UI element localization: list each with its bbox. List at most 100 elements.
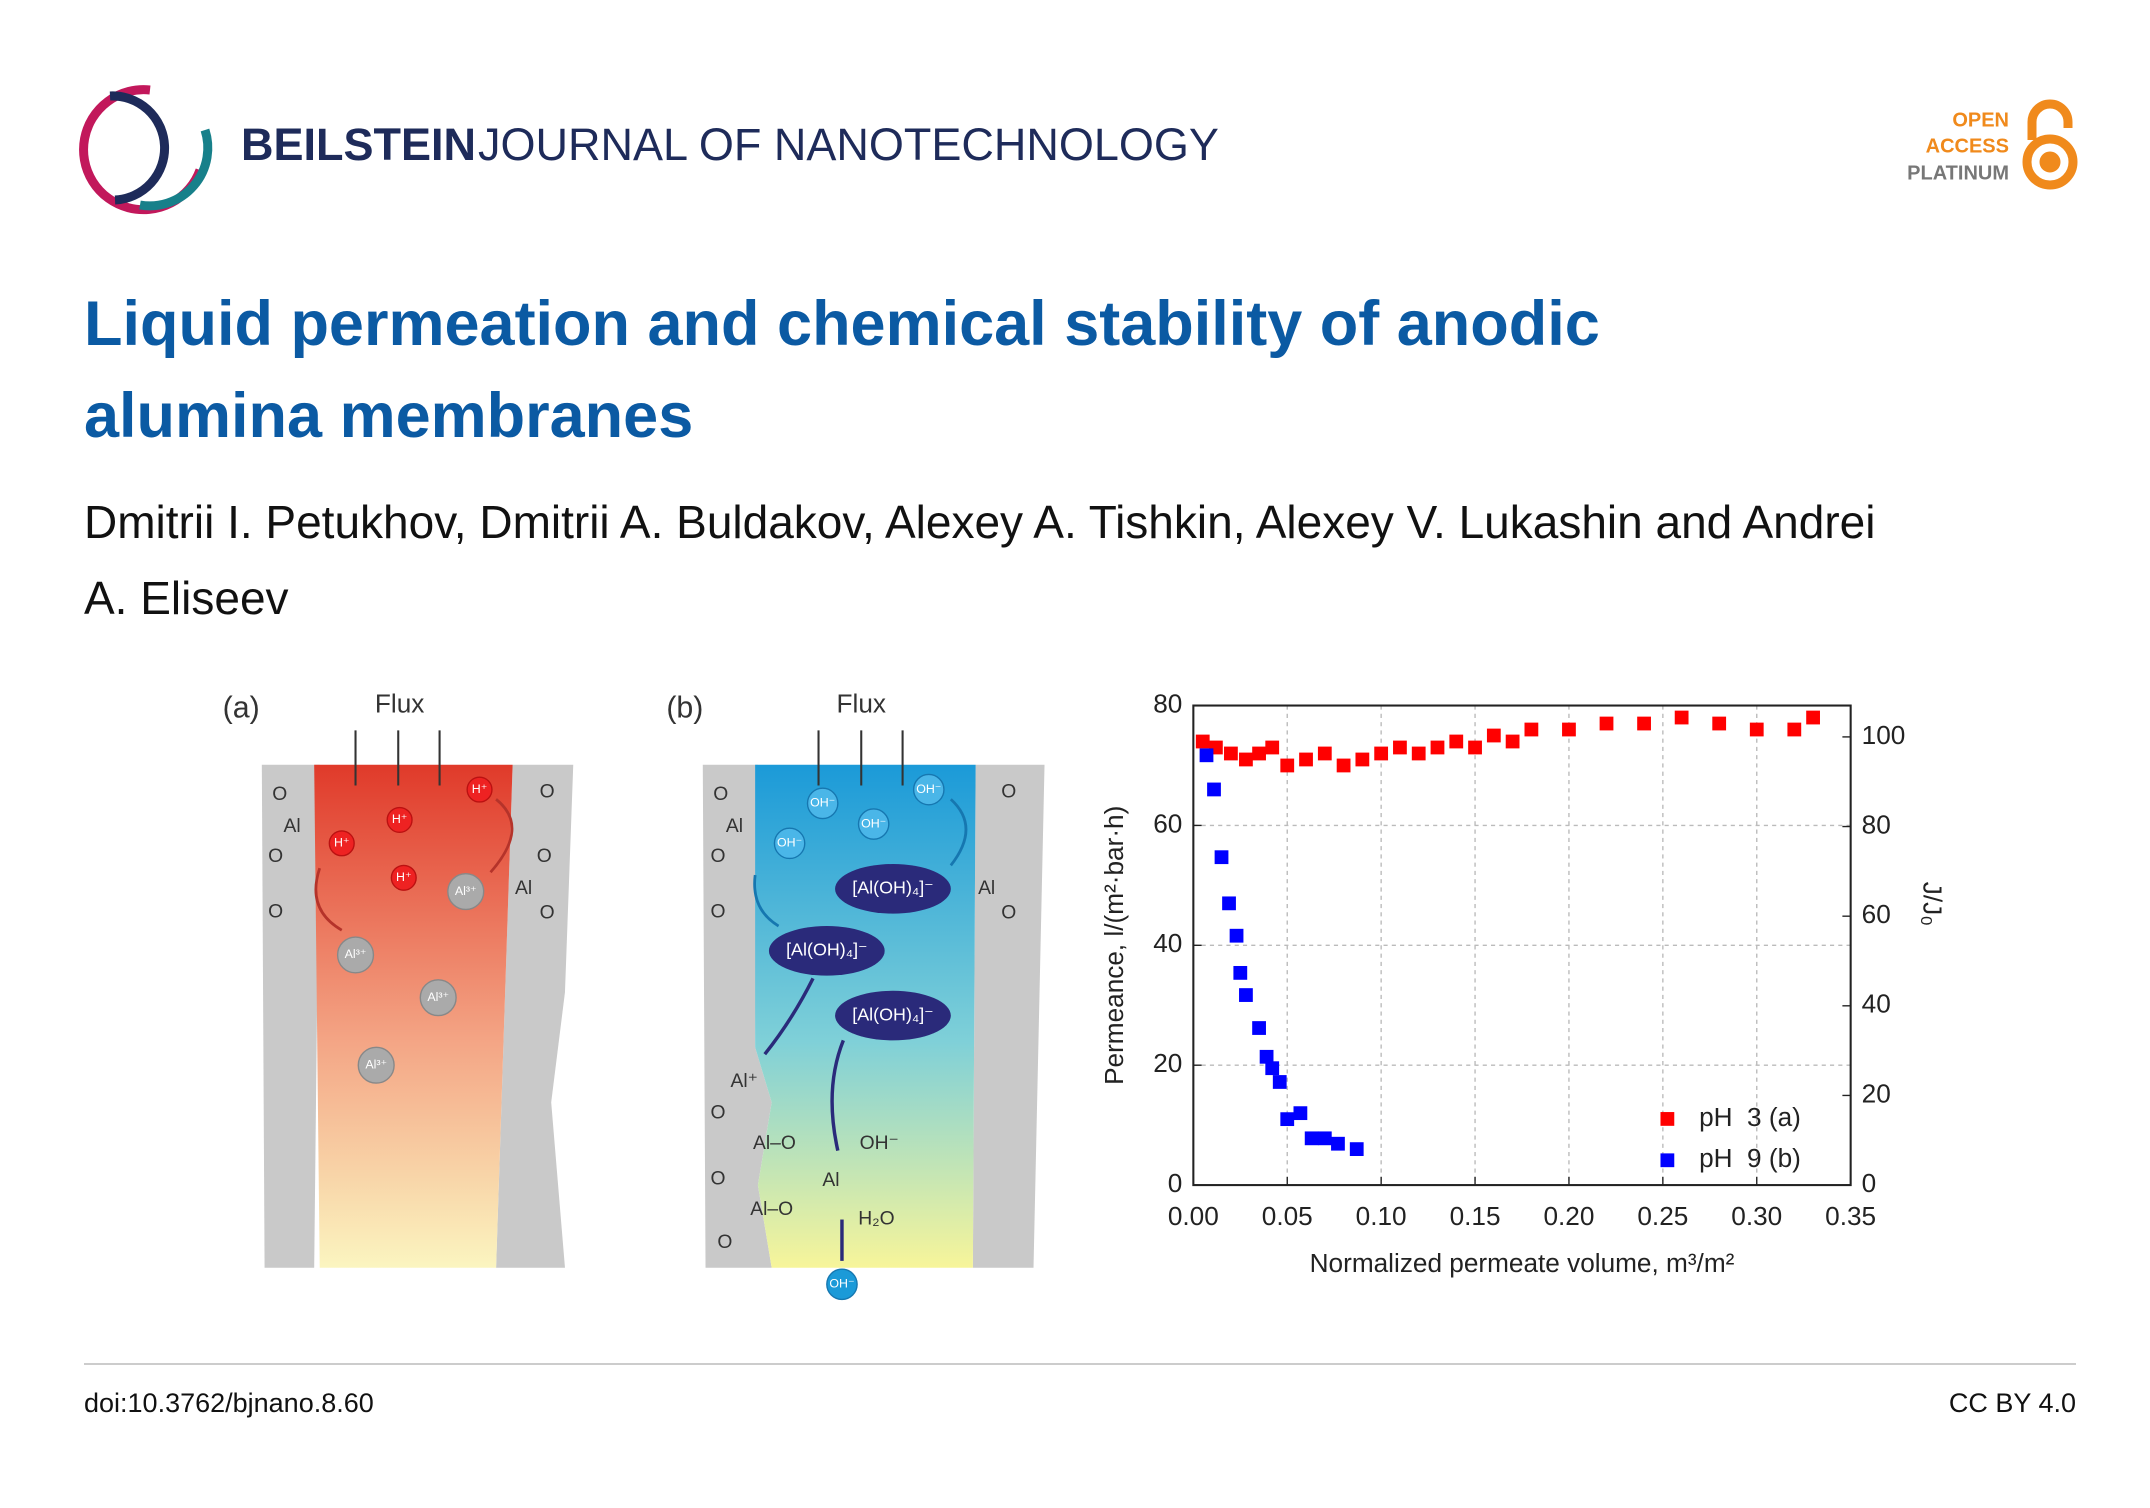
open-access-icon (2022, 99, 2078, 190)
ion: H⁺ (396, 870, 412, 884)
data-point (1712, 716, 1727, 731)
legend-swatch (1660, 1153, 1675, 1168)
badge-line: PLATINUM (1907, 162, 2009, 184)
ions: H⁺ H⁺ H⁺ H⁺ Al³⁺ Al³⁺ Al³⁺ Al³⁺ (334, 782, 487, 1072)
ion: Al³⁺ (455, 884, 477, 898)
atom: O (272, 784, 287, 805)
y2-tick-label: 20 (1862, 1078, 1891, 1108)
y2-tick-label: 60 (1862, 899, 1891, 929)
data-point (1259, 1049, 1274, 1064)
atom: O (537, 846, 552, 867)
complex: [Al(OH)₄]⁻ (852, 878, 933, 898)
plot-frame (1192, 704, 1852, 1187)
ion: Al³⁺ (427, 990, 449, 1004)
atom: O (710, 901, 725, 922)
ion: OH⁻ (829, 1277, 854, 1291)
data-point (1430, 740, 1445, 755)
atom: Al (726, 816, 743, 837)
atom: H₂O (858, 1209, 894, 1230)
data-point (1214, 850, 1229, 865)
data-point (1207, 782, 1221, 797)
complex: [Al(OH)₄]⁻ (852, 1004, 933, 1024)
data-point (1336, 758, 1351, 773)
atom: Al⁺ (730, 1071, 757, 1092)
panel-label: (a) (223, 692, 260, 725)
data-point (1355, 752, 1370, 767)
data-point (1239, 988, 1253, 1002)
atom: O (710, 1103, 725, 1124)
ion: H⁺ (472, 782, 488, 796)
y-axis-label: Permeance, l/(m²·bar·h) (1099, 806, 1129, 1085)
legend-swatch (1660, 1112, 1675, 1126)
data-point (1317, 1131, 1332, 1146)
x-tick-label: 0.20 (1543, 1201, 1594, 1231)
atom: O (540, 903, 555, 924)
data-point (1265, 1061, 1280, 1076)
atom: Al–O (753, 1133, 796, 1154)
data-point (1562, 722, 1576, 737)
data-point (1252, 746, 1266, 761)
data-point (1374, 746, 1389, 761)
atom: O (540, 781, 555, 802)
x-tick-label: 0.25 (1637, 1201, 1688, 1231)
y-tick-label: 80 (1153, 688, 1182, 718)
ion: H⁺ (392, 812, 408, 826)
atom: O (710, 1169, 725, 1190)
ion: Al³⁺ (345, 947, 367, 961)
ion: H⁺ (334, 836, 350, 850)
atom: O (268, 846, 283, 867)
ion: OH⁻ (861, 816, 886, 830)
atom: Al–O (750, 1199, 793, 1220)
y-tick-label: 0 (1168, 1168, 1183, 1198)
flux-label: Flux (837, 688, 886, 718)
y2-tick-label: 40 (1862, 989, 1891, 1019)
journal-name: JOURNAL OF NANOTECHNOLOGY (478, 119, 1219, 170)
complex: [Al(OH)₄]⁻ (786, 940, 867, 960)
data-point (1806, 710, 1820, 725)
x-tick-label: 0.30 (1731, 1201, 1782, 1231)
atom: O (717, 1232, 732, 1253)
atom: OH⁻ (860, 1133, 899, 1154)
y2-axis-label: J/J₀ (1918, 882, 1948, 926)
atom: Al (978, 878, 995, 899)
y2-tick-label: 80 (1862, 809, 1891, 839)
data-point (1317, 746, 1332, 761)
ion: Al³⁺ (365, 1057, 387, 1071)
data-point (1299, 752, 1313, 767)
x-tick-label: 0.10 (1356, 1201, 1407, 1231)
data-point (1787, 722, 1802, 737)
x-axis-label: Normalized permeate volume, m³/m² (1310, 1248, 1735, 1278)
surface-groups: O Al O O O O Al O (268, 781, 554, 923)
data-point (1486, 728, 1501, 743)
publisher: BEILSTEIN (241, 119, 476, 170)
data-point (1229, 928, 1244, 943)
badge-line: OPEN (1952, 109, 2009, 131)
y2-tick-label: 100 (1862, 720, 1906, 750)
atom: Al (284, 816, 301, 837)
authors: Dmitrii I. Petukhov, Dmitrii A. Buldakov… (84, 496, 1876, 624)
ion: OH⁻ (777, 836, 802, 850)
doi: doi:10.3762/bjnano.8.60 (84, 1388, 374, 1418)
data-point (1304, 1131, 1319, 1146)
atom: O (1001, 903, 1016, 924)
data-point (1222, 896, 1236, 911)
atom: O (268, 901, 283, 922)
data-point (1411, 746, 1426, 761)
x-tick-label: 0.35 (1825, 1201, 1876, 1231)
panel-label: (b) (666, 692, 703, 725)
data-point (1468, 740, 1482, 755)
data-point (1252, 1021, 1266, 1035)
ions: OH⁻ OH⁻ OH⁻ OH⁻ OH⁻ [Al(OH)₄]⁻ [Al(OH)₄]… (777, 782, 941, 1291)
legend-label: pH 3 (a) (1699, 1102, 1801, 1132)
atom: O (710, 846, 725, 867)
legend-label: pH 9 (b) (1699, 1143, 1801, 1173)
data-point (1233, 965, 1248, 980)
license: CC BY 4.0 (1949, 1388, 2076, 1418)
atom: Al (822, 1170, 839, 1191)
atom: O (713, 784, 728, 805)
chart: 0.00 0.05 0.10 0.15 0.20 0.25 0.30 0.3502040608… (1099, 688, 1948, 1277)
ion: OH⁻ (810, 796, 835, 810)
data-point (1199, 748, 1214, 763)
surface-groups: O Al O O O Al O Al⁺ O Al–O O Al–O O Al O… (710, 781, 1016, 1253)
logo (79, 85, 213, 215)
